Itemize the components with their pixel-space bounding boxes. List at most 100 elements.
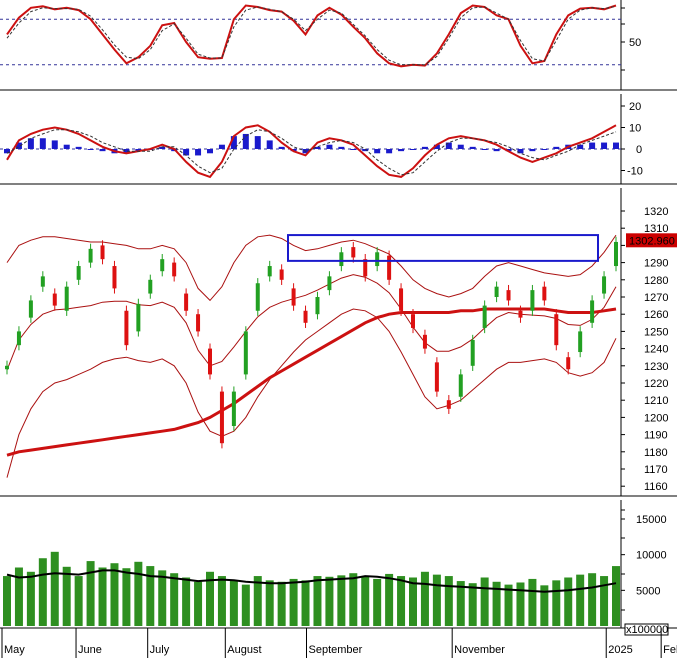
candle-body	[52, 293, 57, 306]
price-tick-label: 1180	[644, 447, 668, 459]
macd-tick-label: -10	[627, 166, 643, 178]
candle-body	[446, 400, 451, 409]
candle-body	[124, 310, 129, 346]
candle-body	[458, 374, 463, 397]
price-tick-label: 1170	[644, 464, 668, 476]
macd-histogram-bar	[505, 149, 512, 152]
candle-body	[5, 365, 9, 370]
candle-body	[267, 266, 272, 277]
volume-bar	[38, 558, 47, 626]
candle-body	[518, 310, 523, 318]
panel-frames	[0, 0, 677, 629]
volume-bar	[74, 576, 83, 626]
candle-body	[422, 334, 427, 349]
macd-histogram-bar	[350, 149, 357, 150]
macd-histogram-bar	[421, 146, 428, 149]
volume-bar	[265, 580, 274, 626]
volume-panel	[3, 551, 620, 626]
macd-panel	[4, 124, 619, 179]
candle-body	[506, 290, 511, 301]
bollinger-lower-band	[6, 308, 617, 478]
volume-bar	[229, 580, 238, 626]
candle-body	[112, 266, 117, 289]
volume-unit-label: x100000	[626, 624, 668, 636]
candle-body	[602, 276, 607, 294]
macd-histogram-bar	[613, 142, 619, 149]
resistance-box	[287, 234, 599, 262]
candle-body	[411, 314, 415, 328]
macd-histogram-bar	[362, 149, 369, 152]
macd-histogram-bar	[63, 144, 70, 149]
macd-histogram-bar	[481, 149, 488, 150]
price-tick-label: 1160	[644, 481, 668, 493]
volume-bar	[122, 568, 131, 626]
candle-body	[590, 300, 595, 323]
volume-bar	[194, 581, 203, 626]
macd-histogram-bar	[195, 149, 202, 156]
x-axis-label: May	[4, 644, 25, 656]
x-axis-label: November	[454, 644, 505, 656]
candle-body	[482, 305, 487, 328]
volume-bar	[456, 581, 465, 626]
volume-bar	[206, 571, 214, 626]
volume-bar	[110, 563, 119, 626]
candle-body	[375, 252, 380, 267]
candle-body	[339, 252, 344, 267]
x-axis-label: September	[309, 644, 363, 656]
macd-histogram-bar	[469, 146, 476, 149]
candle-body	[327, 276, 332, 291]
macd-histogram-bar	[577, 144, 584, 149]
macd-histogram-bar	[386, 149, 393, 154]
macd-histogram-bar	[493, 149, 500, 152]
volume-bar	[576, 574, 585, 626]
candle-body	[160, 259, 165, 272]
volume-bar	[564, 577, 573, 626]
macd-histogram-bar	[445, 142, 452, 149]
candle-body	[470, 340, 475, 366]
macd-histogram-bar	[410, 149, 416, 150]
macd-histogram-bar	[230, 136, 237, 149]
price-tick-label: 1240	[644, 344, 668, 356]
volume-bar	[86, 561, 95, 626]
macd-histogram-bar	[123, 149, 130, 154]
volume-bar	[349, 573, 358, 626]
candle-body	[303, 310, 308, 323]
moving-average-line	[6, 307, 617, 457]
candle-body	[494, 286, 499, 297]
volume-bar	[397, 576, 406, 626]
candle-body	[219, 391, 224, 444]
candle-body	[40, 276, 45, 287]
volume-bar	[612, 566, 620, 626]
candle-body	[184, 293, 189, 311]
candle-body	[434, 362, 439, 392]
price-tick-label: 1270	[644, 292, 668, 304]
macd-histogram-bar	[589, 142, 596, 149]
volume-bar	[289, 578, 298, 626]
stochastic-main-line	[6, 4, 617, 68]
price-tick-label: 1320	[644, 206, 668, 218]
x-axis-label: February	[663, 644, 677, 656]
macd-histogram-bar	[207, 149, 213, 154]
last-price-label: 1302.960	[629, 235, 675, 247]
price-panel	[5, 234, 618, 478]
macd-histogram-bar	[326, 144, 333, 149]
candle-body	[387, 255, 392, 280]
candle-body	[351, 247, 356, 258]
macd-line	[6, 124, 617, 179]
volume-bar	[14, 567, 23, 626]
macd-histogram-bar	[433, 144, 440, 149]
volume-tick-label: 5000	[636, 585, 660, 597]
macd-histogram-bar	[99, 149, 106, 152]
macd-histogram-bar	[135, 149, 142, 152]
candle-body	[554, 314, 559, 346]
candle-body	[196, 314, 201, 332]
macd-histogram-bar	[218, 144, 225, 149]
macd-histogram-bar	[87, 149, 94, 150]
candle-body	[136, 303, 141, 332]
volume-bar	[3, 576, 11, 626]
candle-body	[399, 288, 404, 311]
macd-histogram-bar	[517, 149, 524, 154]
volume-bar	[301, 580, 310, 626]
candle-body	[76, 266, 81, 280]
volume-bar	[325, 576, 334, 626]
